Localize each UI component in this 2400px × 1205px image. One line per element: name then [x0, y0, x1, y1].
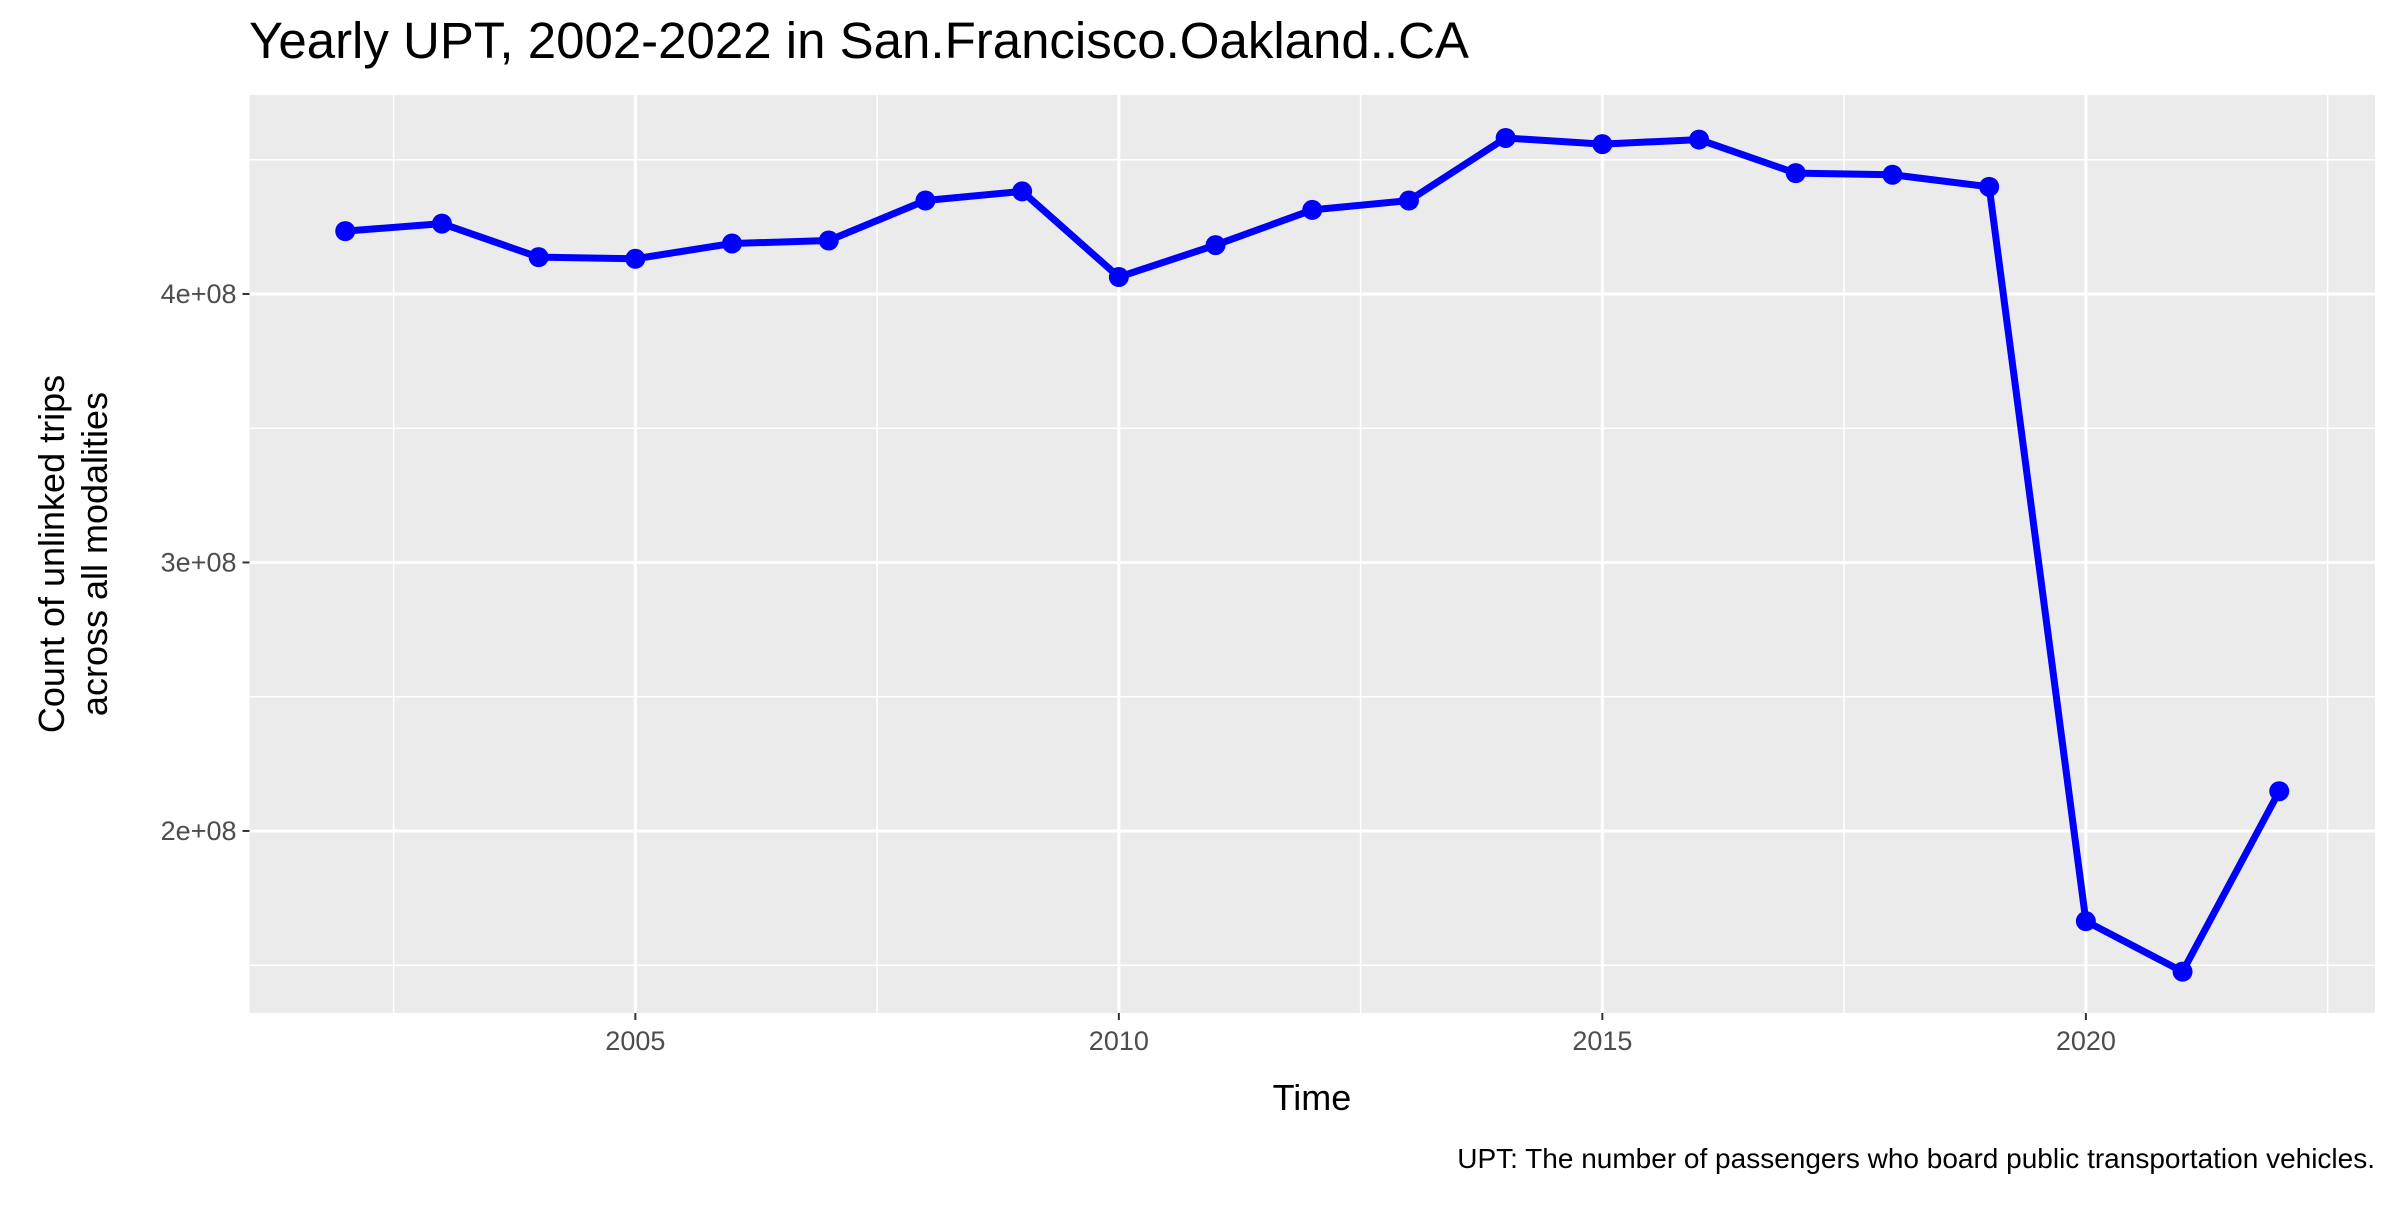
plot-panel	[249, 95, 2375, 1013]
data-point	[2172, 961, 2193, 982]
y-tick-label: 4e+08	[161, 279, 237, 309]
data-point	[1882, 164, 1903, 185]
y-tick-label: 2e+08	[161, 816, 237, 846]
data-point	[915, 190, 936, 211]
x-tick-label: 2020	[2056, 1026, 2116, 1056]
chart-title: Yearly UPT, 2002-2022 in San.Francisco.O…	[249, 12, 1469, 69]
data-point	[2075, 911, 2096, 932]
x-tick-label: 2005	[605, 1026, 665, 1056]
data-point	[431, 213, 452, 234]
data-point	[1108, 267, 1129, 288]
data-point	[625, 248, 646, 269]
data-point	[1012, 181, 1033, 202]
data-point	[335, 221, 356, 242]
data-point	[818, 230, 839, 251]
data-point	[1689, 129, 1710, 150]
data-point	[1979, 176, 2000, 197]
y-axis-title-line: Count of unlinked trips	[31, 375, 72, 733]
data-point	[1205, 235, 1226, 256]
y-tick-label: 3e+08	[161, 547, 237, 577]
y-axis-title: Count of unlinked trips across all modal…	[31, 375, 115, 733]
data-point	[2269, 781, 2290, 802]
y-axis-title-line: across all modalities	[74, 392, 115, 716]
x-axis-title: Time	[1273, 1077, 1352, 1118]
data-point	[1302, 199, 1323, 220]
data-point	[1785, 163, 1806, 184]
data-point	[722, 233, 743, 254]
data-point	[528, 247, 549, 268]
caption: UPT: The number of passengers who board …	[1457, 1143, 2375, 1174]
x-tick-label: 2010	[1089, 1026, 1149, 1056]
data-point	[1398, 190, 1419, 211]
data-point	[1495, 127, 1516, 148]
data-point	[1592, 134, 1613, 155]
x-tick-label: 2015	[1572, 1026, 1632, 1056]
